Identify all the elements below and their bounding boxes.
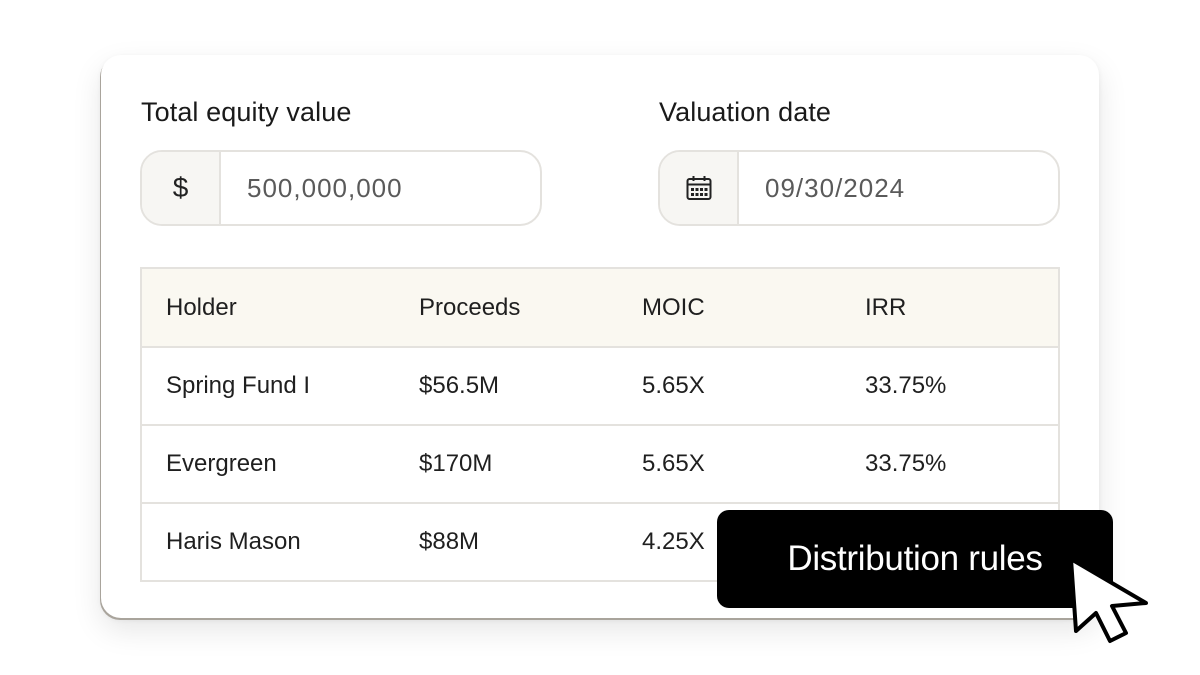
proceeds-cell: $88M [419, 528, 480, 555]
total-equity-label: Total equity value [141, 97, 352, 127]
total-equity-input[interactable]: $ 500,000,000 [140, 150, 542, 226]
total-equity-value[interactable]: 500,000,000 [247, 172, 403, 203]
valuation-date-input[interactable]: 09/30/2024 [658, 150, 1060, 226]
holder-cell: Haris Mason [166, 528, 301, 555]
moic-cell: 4.25X [642, 528, 705, 555]
table-row[interactable]: Haris Mason $88M 4.25X [142, 502, 1058, 580]
header-irr: IRR [865, 293, 907, 321]
valuation-date-value[interactable]: 09/30/2024 [765, 172, 906, 203]
proceeds-cell: $56.5M [419, 372, 500, 399]
valuation-date-label: Valuation date [659, 97, 832, 127]
pointer-cursor-icon [1069, 557, 1148, 643]
moic-cell: 5.65X [642, 450, 705, 477]
irr-cell: 33.75% [865, 450, 947, 477]
holders-table: Holder Proceeds MOIC IRR Spring Fund I $… [140, 267, 1060, 582]
valuation-card: Total equity value $ 500,000,000 Valuati… [101, 55, 1099, 618]
currency-addon: $ [142, 152, 221, 224]
header-holder: Holder [166, 293, 237, 321]
calendar-icon[interactable] [660, 152, 739, 224]
proceeds-cell: $170M [419, 450, 493, 477]
table-row[interactable]: Spring Fund I $56.5M 5.65X 33.75% [142, 346, 1058, 424]
holder-cell: Spring Fund I [166, 372, 311, 399]
holder-cell: Evergreen [166, 450, 277, 477]
distribution-rules-button[interactable]: Distribution rules [717, 510, 1113, 608]
table-row[interactable]: Evergreen $170M 5.65X 33.75% [142, 424, 1058, 502]
header-proceeds: Proceeds [419, 293, 521, 321]
table-header-row: Holder Proceeds MOIC IRR [142, 269, 1058, 346]
irr-cell: 33.75% [865, 372, 947, 399]
header-moic: MOIC [642, 293, 705, 321]
moic-cell: 5.65X [642, 372, 705, 399]
